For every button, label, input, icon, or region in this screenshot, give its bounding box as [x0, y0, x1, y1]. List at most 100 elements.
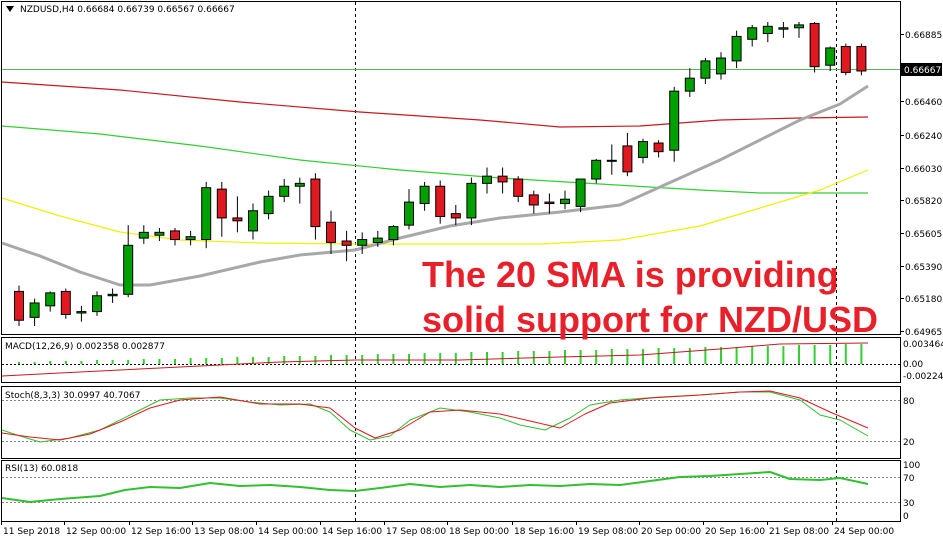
bear-candle: [544, 201, 555, 205]
bear-candle: [170, 230, 180, 241]
bull-candle: [263, 195, 274, 215]
bull-candle: [92, 295, 102, 313]
time-label: 12 Sep 00:00: [66, 527, 126, 537]
annotation-line-1: The 20 SMA is providing: [422, 254, 839, 295]
bear-candle: [513, 178, 524, 197]
stoch-levels: [2, 400, 900, 442]
bull-candle: [560, 198, 570, 205]
bear-candle: [840, 45, 851, 73]
bull-candle: [466, 182, 477, 219]
stoch-label-80: 80: [903, 397, 915, 407]
macd-label-top: 0.003464: [903, 340, 943, 350]
symbol-arrow-icon: [6, 6, 14, 12]
bull-candle: [778, 27, 789, 30]
bull-candle: [419, 185, 430, 205]
stoch-indicator: [1, 390, 869, 443]
bull-candle: [45, 292, 56, 307]
bull-candle: [591, 159, 602, 180]
time-label: 20 Sep 00:00: [641, 527, 701, 537]
time-label: 13 Sep 08:00: [194, 527, 254, 537]
bull-candle: [747, 27, 758, 40]
bear-candle: [653, 142, 664, 153]
time-label: 21 Sep 08:00: [769, 527, 829, 537]
bull-candle: [138, 231, 149, 239]
time-label: 19 Sep 08:00: [578, 527, 638, 537]
bull-candle: [700, 60, 711, 79]
bull-candle: [185, 236, 196, 241]
bull-candle: [731, 35, 742, 62]
current-price-label: 0.66667: [904, 66, 941, 76]
bull-candle: [575, 178, 586, 207]
macd-signal-line: [1, 342, 869, 377]
bull-candle: [762, 25, 773, 35]
rsi-levels: [2, 477, 900, 503]
macd-indicator: [1, 342, 869, 377]
bull-candle: [248, 210, 258, 232]
bear-candle: [435, 185, 446, 218]
period-separators: [355, 2, 837, 521]
bull-candle: [388, 226, 399, 241]
bull-candle: [372, 237, 383, 243]
stoch-header: Stoch(8,3,3) 30.0997 40.7067: [5, 391, 140, 401]
time-label: 14 Sep 00:00: [258, 527, 318, 537]
bear-candle: [310, 178, 321, 228]
bull-candle: [294, 182, 305, 187]
sma-red-line: [1, 81, 869, 128]
bear-candle: [14, 290, 24, 321]
time-label: 14 Sep 16:00: [322, 527, 382, 537]
bull-candle: [716, 57, 726, 75]
bear-candle: [809, 22, 820, 68]
stoch-signal-line: [1, 390, 869, 441]
sma-green-line: [1, 125, 868, 194]
rsi-header: RSI(13) 60.0818: [5, 464, 78, 474]
price-label: 0.65180: [905, 295, 942, 305]
bull-candle: [279, 185, 290, 197]
bear-candle: [326, 221, 336, 243]
price-label: 0.66885: [905, 31, 942, 41]
macd-header: MACD(12,26,9) 0.002358 0.002877: [5, 342, 165, 352]
bear-candle: [528, 194, 539, 206]
bull-candle: [638, 141, 648, 158]
bear-candle: [450, 213, 461, 219]
time-label: 20 Sep 16:00: [705, 527, 765, 537]
bull-candle: [29, 302, 40, 318]
bull-candle: [154, 231, 165, 236]
time-label: 17 Sep 08:00: [386, 527, 446, 537]
bull-candle: [794, 24, 804, 29]
bull-candle: [482, 175, 492, 184]
bear-candle: [232, 217, 243, 222]
bear-candle: [216, 188, 227, 219]
price-label: 0.66240: [905, 132, 942, 142]
bull-candle: [404, 201, 414, 226]
sma-yellow-line: [1, 169, 869, 245]
price-label: 0.65820: [905, 197, 942, 207]
bull-candle: [684, 77, 695, 92]
bear-candle: [622, 145, 633, 173]
stoch-label-20: 20: [903, 438, 915, 448]
price-label: 0.65605: [905, 230, 942, 240]
bull-candle: [201, 187, 212, 241]
rsi-label-0: 0: [903, 512, 909, 522]
time-label: 18 Sep 00:00: [449, 527, 509, 537]
macd-label-zero: 0.00: [903, 360, 923, 370]
bear-candle: [341, 240, 352, 246]
annotation-line-2: solid support for NZD/USD: [422, 299, 878, 340]
bull-candle: [107, 293, 118, 297]
rsi-line: [1, 471, 869, 503]
bull-candle: [669, 90, 680, 151]
bear-candle: [497, 175, 508, 183]
time-label: 12 Sep 16:00: [131, 527, 191, 537]
chart-header: NZDUSD,H4 0.66684 0.66739 0.66567 0.6666…: [20, 5, 235, 15]
price-label: 0.65390: [905, 263, 942, 273]
current-price-tag: [901, 63, 942, 76]
time-label: 11 Sep 2018: [3, 527, 60, 537]
bull-candle: [123, 244, 134, 295]
bear-candle: [60, 290, 71, 315]
candles: [14, 22, 867, 326]
price-label: 0.66030: [905, 165, 942, 175]
bull-candle: [825, 47, 836, 66]
bull-candle: [606, 159, 617, 162]
rsi-label-70: 70: [903, 474, 915, 484]
bull-candle: [76, 311, 87, 314]
